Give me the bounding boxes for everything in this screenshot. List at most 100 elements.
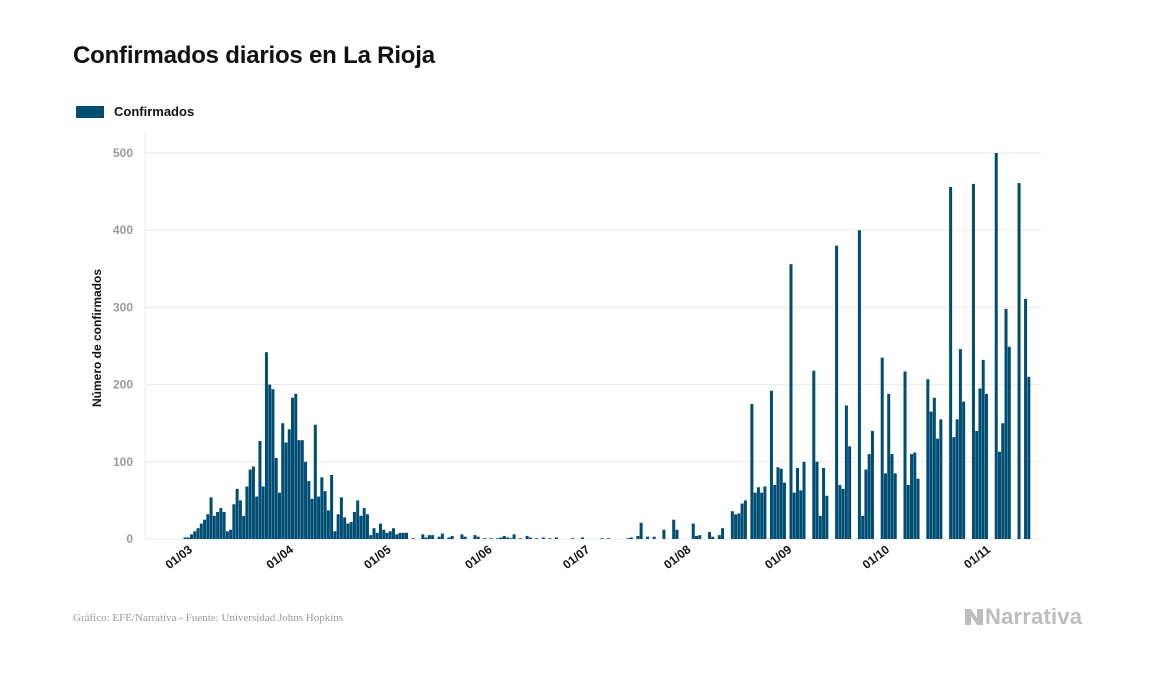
bar [388, 531, 392, 539]
bar [753, 492, 757, 539]
bar [998, 451, 1001, 539]
bar [336, 514, 340, 539]
bar [463, 536, 467, 539]
bar [216, 511, 220, 539]
bar [672, 519, 676, 539]
bar [277, 492, 281, 539]
bar [297, 440, 301, 539]
bar [857, 230, 861, 539]
bar [424, 537, 428, 539]
bar [1007, 346, 1011, 539]
bar [955, 419, 959, 539]
bar [981, 359, 985, 539]
bar [268, 384, 272, 539]
bar [792, 492, 796, 539]
y-tick-label: 0 [126, 532, 133, 546]
bar [822, 467, 826, 539]
bar [799, 490, 803, 539]
bar [962, 401, 966, 539]
bar [636, 535, 640, 539]
x-tick-label: 01/05 [361, 542, 394, 572]
bar [372, 528, 376, 539]
x-tick-label: 01/07 [560, 542, 593, 572]
bar [913, 452, 917, 539]
narrativa-n-icon [965, 609, 983, 625]
bar [721, 528, 725, 539]
bar [274, 457, 278, 539]
bar [695, 535, 699, 539]
bar [717, 535, 721, 539]
bar [222, 511, 226, 539]
bar [519, 538, 523, 539]
bar [287, 429, 291, 539]
bar [333, 531, 337, 539]
bar [984, 393, 988, 539]
bar [245, 486, 249, 539]
bar [776, 467, 780, 539]
x-tick-label: 01/03 [163, 542, 196, 572]
bar [506, 537, 510, 539]
bar [841, 488, 845, 539]
bar [835, 245, 839, 539]
legend: Confirmados [76, 104, 194, 119]
bar [284, 442, 288, 539]
y-tick-label: 400 [113, 223, 133, 237]
x-tick-label: 01/09 [762, 542, 795, 572]
brand-name: Narrativa [985, 604, 1083, 629]
bar [225, 531, 229, 539]
bar [203, 519, 207, 539]
bar [607, 538, 611, 539]
bar [317, 496, 321, 539]
bar [698, 535, 702, 539]
gridlines [144, 133, 1041, 540]
bar [939, 419, 943, 539]
bar [375, 532, 379, 539]
bar [186, 537, 190, 539]
bar [883, 473, 887, 539]
x-tick-label: 01/08 [661, 542, 694, 572]
bar [730, 511, 734, 539]
bar [385, 532, 389, 539]
bar [362, 508, 366, 539]
bar [646, 536, 650, 539]
bar [502, 535, 506, 539]
bar [838, 484, 842, 539]
y-tick-label: 100 [113, 455, 133, 469]
bar [926, 379, 930, 539]
bar [548, 538, 552, 539]
bars [183, 153, 1031, 540]
bar [600, 538, 604, 539]
bar [1001, 423, 1005, 539]
bar [890, 454, 894, 539]
bar [450, 535, 454, 539]
bar [936, 438, 940, 539]
bar [427, 535, 431, 539]
y-tick-label: 200 [113, 378, 133, 392]
bar [352, 511, 356, 539]
y-tick-labels: 0 100 200 300 400 500 [113, 146, 133, 546]
bar [431, 535, 435, 539]
bar [398, 532, 402, 539]
bar [395, 534, 399, 539]
bar [291, 397, 295, 539]
bar [447, 537, 451, 539]
bar [1024, 298, 1028, 539]
bar [496, 538, 500, 539]
bar [691, 523, 695, 539]
bar [779, 468, 783, 539]
bar [796, 467, 800, 539]
bar [378, 523, 382, 539]
x-tick-label: 01/10 [860, 542, 893, 572]
bar [629, 537, 633, 539]
bar [206, 514, 210, 539]
bar [382, 529, 386, 539]
bar [580, 537, 584, 539]
bar [887, 393, 891, 539]
bar [867, 454, 871, 539]
bar [235, 488, 239, 539]
bar [675, 529, 679, 539]
bar [756, 487, 760, 539]
bar [554, 537, 558, 539]
bar [405, 532, 409, 539]
bar [815, 461, 819, 539]
